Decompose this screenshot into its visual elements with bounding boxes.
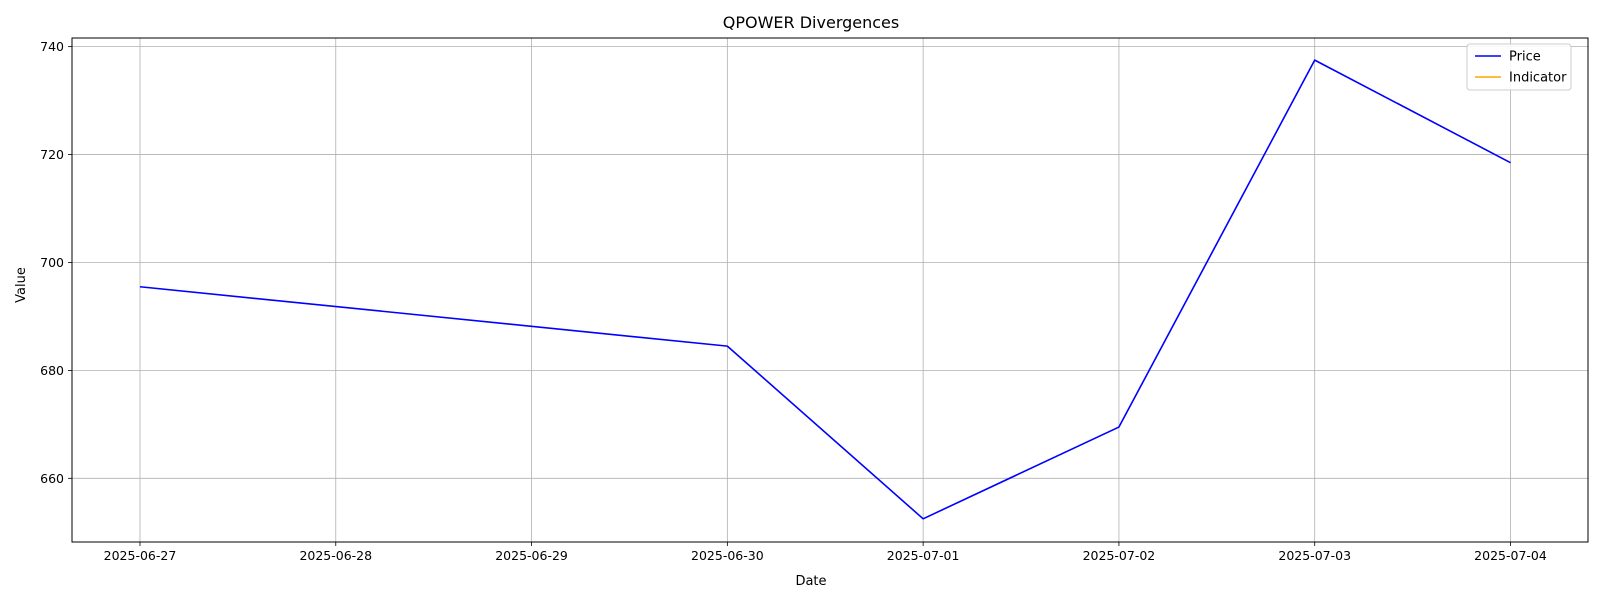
axis-ticks: 2025-06-27 2025-06-28 2025-06-29 2025-06-30… [40,39,1547,563]
y-tick-label: 700 [40,255,64,270]
series-lines [139,59,1511,520]
x-tick-label: 2025-07-01 [887,548,960,563]
grid-lines [72,38,1588,542]
x-tick-label: 2025-07-02 [1083,548,1156,563]
legend: Price Indicator [1466,43,1572,91]
x-axis-label: Date [795,574,826,589]
y-tick-label: 740 [40,39,64,54]
y-tick-label: 720 [40,147,64,162]
y-tick-label: 660 [40,471,64,486]
series-line-price [139,59,1511,520]
x-tick-label: 2025-06-29 [495,548,568,563]
x-tick-label: 2025-07-04 [1474,548,1547,563]
chart-title: QPOWER Divergences [723,13,899,32]
y-tick-label: 680 [40,363,64,378]
y-axis-label: Value [14,267,29,303]
legend-label-price: Price [1509,50,1541,65]
x-tick-label: 2025-06-28 [299,548,372,563]
legend-label-indicator: Indicator [1509,71,1567,86]
x-tick-label: 2025-07-03 [1278,548,1351,563]
x-tick-label: 2025-06-30 [691,548,764,563]
x-tick-label: 2025-06-27 [104,548,177,563]
plot-frame [71,37,1589,543]
